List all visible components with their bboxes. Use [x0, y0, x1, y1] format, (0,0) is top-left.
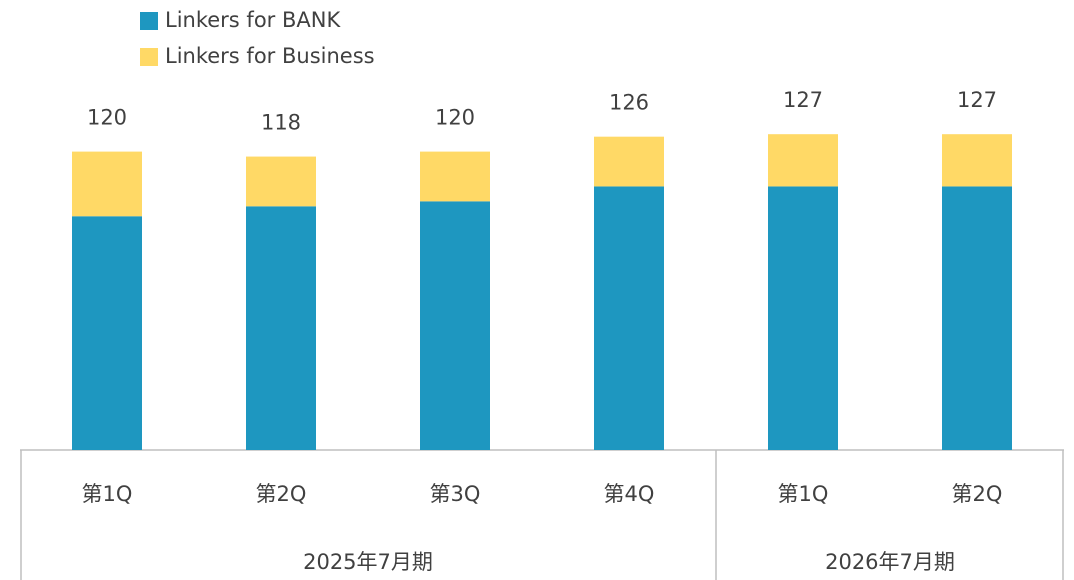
total-label: 120	[435, 106, 475, 130]
x-tick-label: 第2Q	[256, 482, 307, 506]
bar-segment	[420, 151, 490, 202]
bar-segment	[768, 186, 838, 450]
x-tick-label: 第2Q	[952, 482, 1003, 506]
group-label: 2025年7月期	[303, 550, 433, 574]
bar-segment	[942, 134, 1012, 187]
bar-segment	[420, 201, 490, 450]
bar-segment	[246, 156, 316, 207]
total-label: 120	[87, 106, 127, 130]
bar-segment	[594, 186, 664, 450]
x-tick-label: 第1Q	[778, 482, 829, 506]
total-label: 127	[783, 88, 823, 112]
bar-segment	[72, 151, 142, 217]
legend-swatch	[140, 12, 158, 30]
x-tick-label: 第4Q	[604, 482, 655, 506]
total-label: 126	[609, 91, 649, 115]
legend-label: Linkers for BANK	[165, 8, 341, 32]
legend-swatch	[140, 48, 158, 66]
bar-segment	[594, 136, 664, 187]
bar-segment	[942, 186, 1012, 450]
bar-segment	[246, 206, 316, 450]
legend-label: Linkers for Business	[165, 44, 375, 68]
x-tick-label: 第1Q	[82, 482, 133, 506]
bar-segment	[768, 134, 838, 187]
x-tick-label: 第3Q	[430, 482, 481, 506]
total-label: 127	[957, 88, 997, 112]
total-label: 118	[261, 111, 301, 135]
bar-segment	[72, 216, 142, 450]
group-label: 2026年7月期	[825, 550, 955, 574]
